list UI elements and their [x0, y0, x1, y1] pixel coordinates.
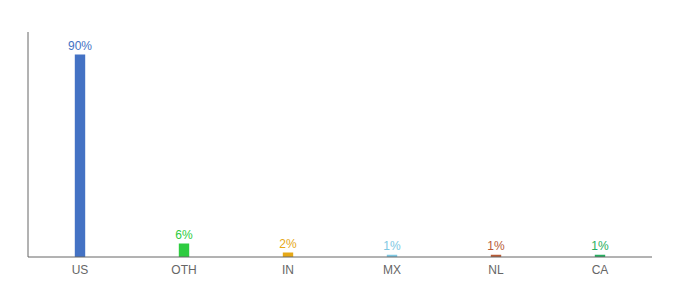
svg-text:1%: 1% — [487, 239, 505, 253]
svg-text:90%: 90% — [68, 39, 92, 53]
svg-text:US: US — [72, 263, 89, 277]
svg-text:1%: 1% — [591, 239, 609, 253]
svg-text:MX: MX — [383, 263, 401, 277]
svg-text:6%: 6% — [175, 228, 193, 242]
svg-text:CA: CA — [592, 263, 609, 277]
svg-text:1%: 1% — [383, 239, 401, 253]
svg-text:IN: IN — [282, 263, 294, 277]
svg-text:NL: NL — [488, 263, 504, 277]
svg-text:2%: 2% — [279, 237, 297, 251]
svg-text:OTH: OTH — [171, 263, 196, 277]
